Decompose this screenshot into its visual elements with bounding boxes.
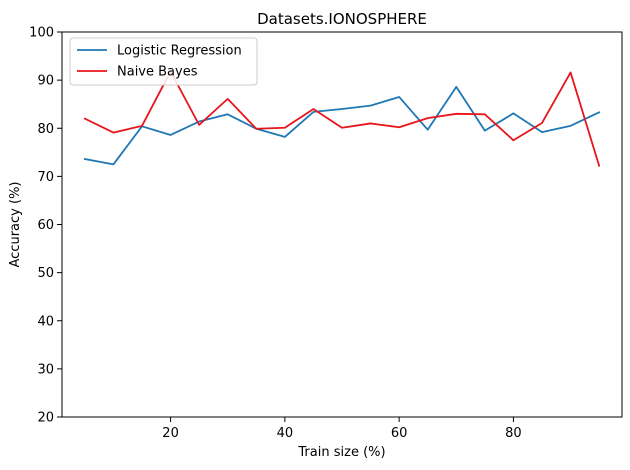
y-tick-label: 60: [37, 218, 54, 233]
x-axis-label: Train size (%): [297, 445, 385, 460]
y-tick-label: 20: [37, 411, 54, 426]
plot-area: [61, 31, 623, 418]
y-tick-label: 90: [37, 74, 54, 89]
y-tick-label: 40: [37, 314, 54, 329]
y-axis-label: Accuracy (%): [8, 182, 23, 268]
y-tick-label: 80: [37, 122, 54, 137]
y-tick-label: 50: [37, 266, 54, 281]
x-tick-label: 20: [162, 426, 179, 441]
legend-label-1: Naive Bayes: [117, 65, 198, 80]
x-tick-label: 60: [391, 426, 408, 441]
y-tick-label: 70: [37, 170, 54, 185]
chart-title: Datasets.IONOSPHERE: [257, 10, 427, 28]
legend: Logistic Regression Naive Bayes: [69, 37, 258, 86]
x-tick-label: 80: [505, 426, 522, 441]
y-tick-label: 100: [29, 26, 54, 41]
x-tick-label: 40: [277, 426, 294, 441]
legend-box: [69, 37, 258, 86]
legend-label-0: Logistic Regression: [117, 44, 242, 59]
plot-frame: [61, 31, 623, 418]
x-axis: 20 40 60 80: [162, 417, 522, 441]
legend-items: Logistic Regression Naive Bayes: [77, 44, 242, 80]
y-tick-label: 30: [37, 362, 54, 377]
y-axis: 20 30 40 50 60 70 80 90 100: [29, 26, 62, 426]
series-line-0: [83, 85, 601, 166]
